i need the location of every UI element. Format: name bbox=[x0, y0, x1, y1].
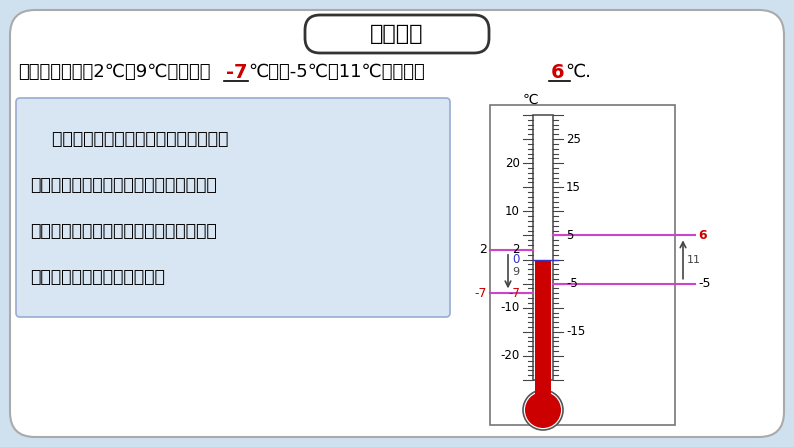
Text: 把所有的有理数用一个图形表示出来呢？: 把所有的有理数用一个图形表示出来呢？ bbox=[30, 222, 217, 240]
Text: -5: -5 bbox=[566, 277, 578, 290]
Text: ℃.: ℃. bbox=[565, 63, 591, 81]
Text: 如果能，这个图形该怎么画？: 如果能，这个图形该怎么画？ bbox=[30, 268, 165, 286]
Text: 2: 2 bbox=[512, 244, 520, 257]
Text: 6: 6 bbox=[698, 229, 707, 242]
Text: 10: 10 bbox=[505, 205, 520, 218]
Text: 9: 9 bbox=[512, 266, 519, 277]
Text: 25: 25 bbox=[566, 133, 581, 146]
Text: 20: 20 bbox=[505, 157, 520, 170]
Text: 11: 11 bbox=[687, 254, 701, 265]
Bar bbox=[535, 380, 551, 410]
Text: 15: 15 bbox=[566, 181, 581, 194]
Text: -10: -10 bbox=[501, 301, 520, 314]
Text: 自学任务二：比2℃低9℃的温度是: 自学任务二：比2℃低9℃的温度是 bbox=[18, 63, 210, 81]
Text: ℃: ℃ bbox=[522, 93, 538, 107]
Text: -20: -20 bbox=[501, 350, 520, 363]
FancyBboxPatch shape bbox=[16, 98, 450, 317]
Circle shape bbox=[525, 392, 561, 428]
Text: -5: -5 bbox=[698, 277, 711, 290]
Bar bbox=[533, 115, 553, 380]
Text: 5: 5 bbox=[566, 229, 573, 242]
Bar bbox=[490, 105, 675, 425]
Text: 2: 2 bbox=[479, 244, 487, 257]
Bar bbox=[535, 260, 551, 380]
Circle shape bbox=[523, 390, 563, 430]
Text: 6: 6 bbox=[551, 63, 565, 81]
Text: -7: -7 bbox=[508, 287, 520, 300]
Text: 那么，我们能不能像温度计表示温度这样: 那么，我们能不能像温度计表示温度这样 bbox=[30, 176, 217, 194]
FancyBboxPatch shape bbox=[305, 15, 489, 53]
Text: 自学导航: 自学导航 bbox=[370, 24, 424, 44]
FancyBboxPatch shape bbox=[10, 10, 784, 437]
Text: -15: -15 bbox=[566, 325, 585, 338]
Text: 0: 0 bbox=[513, 253, 520, 266]
Text: 温度计上每个刻度值都对应一个温度，: 温度计上每个刻度值都对应一个温度， bbox=[30, 130, 229, 148]
Text: -7: -7 bbox=[226, 63, 248, 81]
Text: -7: -7 bbox=[475, 287, 487, 300]
Text: ℃，比-5℃高11℃的温度是: ℃，比-5℃高11℃的温度是 bbox=[248, 63, 425, 81]
